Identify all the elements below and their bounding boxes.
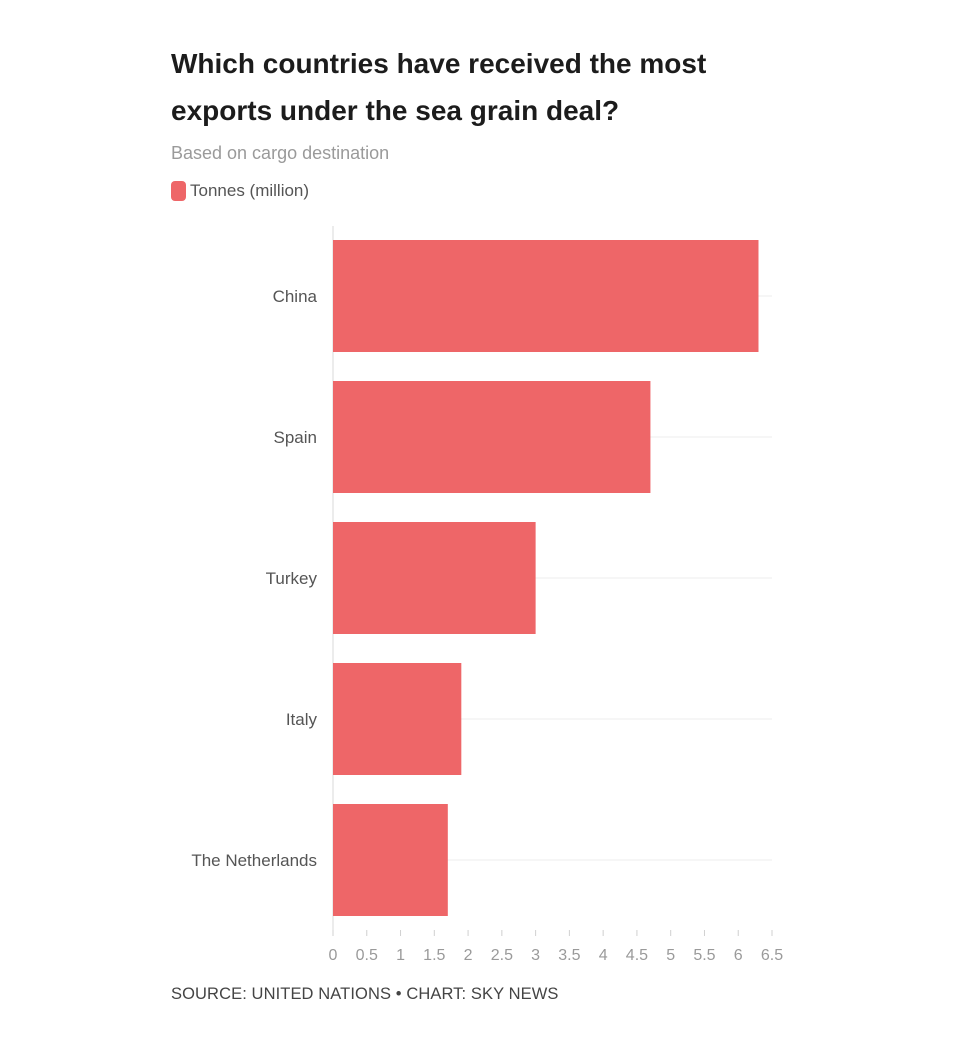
bar-spain — [333, 381, 651, 493]
x-tick-label: 6 — [734, 947, 743, 964]
bar-turkey — [333, 522, 536, 634]
x-tick-label: 4 — [599, 947, 608, 964]
x-tick-label: 0.5 — [356, 947, 378, 964]
x-tick-label: 3 — [531, 947, 540, 964]
bar-the-netherlands — [333, 804, 448, 916]
source-credit: SOURCE: UNITED NATIONS • CHART: SKY NEWS — [171, 985, 559, 1003]
chart-title: Which countries have received the most e… — [171, 48, 707, 126]
x-tick-label: 1.5 — [423, 947, 445, 964]
category-label: Italy — [286, 710, 318, 729]
x-tick-label: 6.5 — [761, 947, 783, 964]
legend-swatch — [171, 181, 186, 201]
x-tick-label: 5 — [666, 947, 675, 964]
x-tick-label: 4.5 — [626, 947, 648, 964]
x-tick-label: 3.5 — [558, 947, 580, 964]
category-label: Spain — [274, 428, 317, 447]
bar-italy — [333, 663, 462, 775]
category-label: The Netherlands — [191, 851, 317, 870]
x-tick-label: 5.5 — [693, 947, 715, 964]
legend: Tonnes (million) — [171, 181, 309, 201]
legend-label: Tonnes (million) — [190, 181, 310, 200]
bar-china — [333, 240, 759, 352]
chart-subtitle: Based on cargo destination — [171, 143, 390, 163]
x-tick-label: 2.5 — [491, 947, 513, 964]
x-tick-label: 0 — [329, 947, 338, 964]
x-tick-label: 1 — [396, 947, 405, 964]
category-label: Turkey — [266, 569, 318, 588]
category-label: China — [273, 287, 318, 306]
x-tick-label: 2 — [464, 947, 473, 964]
